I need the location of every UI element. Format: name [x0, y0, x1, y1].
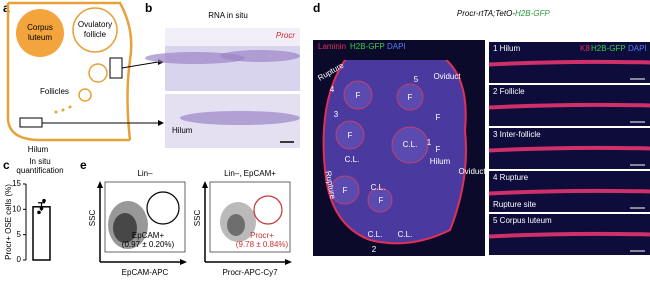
- inset-label: 5 Corpus luteum: [493, 216, 552, 225]
- text: Lin–, EpCAM+: [224, 169, 276, 178]
- overview-label: F: [348, 131, 353, 140]
- panel-a: a Corpus luteum Ovulatory follicle Folli…: [3, 1, 164, 154]
- panel-c: c In situ quantification Procr+ OSE cell…: [3, 157, 64, 264]
- panel-label: b: [145, 1, 152, 15]
- legend-item: DAPI: [628, 44, 647, 53]
- text: (9.78 ± 0.84%): [236, 240, 289, 249]
- inset-label: 2 Follicle: [493, 87, 525, 96]
- epithelium: [488, 231, 650, 239]
- inset-label: 4 Rupture: [493, 173, 529, 182]
- panel-label: d: [313, 1, 320, 15]
- axis-label: SSC: [88, 210, 97, 227]
- panel-label: a: [3, 1, 10, 15]
- overview-label: F: [379, 196, 384, 205]
- ovary-outline: [6, 3, 130, 142]
- text: Corpus: [27, 23, 53, 32]
- text: RNA in situ: [208, 11, 248, 20]
- follicle: [72, 7, 118, 53]
- text: (0.97 ± 0.20%): [122, 240, 175, 249]
- data-point: [39, 206, 44, 211]
- axis-label: SSC: [193, 210, 202, 227]
- legend-item: H2B-GFP: [350, 42, 385, 51]
- overview-label: F: [408, 93, 413, 102]
- y-tick-label: 5: [17, 230, 22, 239]
- ovary-outline: [8, 1, 133, 141]
- corpus-luteum: [16, 9, 64, 57]
- text: Procr+: [250, 231, 274, 240]
- overview-label: 4: [330, 85, 335, 94]
- legend-item: H2B-GFP: [591, 44, 626, 53]
- box: [109, 57, 123, 79]
- legend-item: Laminin: [318, 42, 346, 51]
- text: Lin–: [137, 169, 153, 178]
- box: [19, 117, 43, 128]
- text: follicle: [84, 30, 107, 39]
- follicle: [78, 88, 92, 102]
- overview-label: 1: [427, 138, 432, 147]
- overview-label: F: [343, 186, 348, 195]
- axis-label: EpCAM-APC: [122, 268, 169, 277]
- overview-label: F: [436, 113, 441, 122]
- panel-d: d Procr-rtTA;TetO- H2B-GFP Laminin H2B-G…: [313, 1, 650, 256]
- epithelium: [488, 188, 650, 196]
- y-tick-label: 10: [12, 204, 21, 213]
- legend-item: K8: [580, 44, 590, 53]
- text: Procr-rtTA;TetO-: [457, 9, 515, 18]
- legend-item: DAPI: [387, 42, 406, 51]
- text: Hilum: [28, 145, 49, 154]
- panel-b: b RNA in situ Procr Hilum: [145, 1, 300, 148]
- overview-label: Hilum: [430, 157, 451, 166]
- overview-label: C.L.: [368, 230, 383, 239]
- overview-label: C.L.: [345, 155, 360, 164]
- overview-label: C.L.: [371, 183, 386, 192]
- text: H2B-GFP: [515, 9, 550, 18]
- text: Follicles: [40, 87, 69, 96]
- y-tick-label: 0: [17, 255, 22, 264]
- epithelium: [488, 59, 650, 67]
- overview-label: C.L.: [398, 230, 413, 239]
- text: luteum: [28, 33, 52, 42]
- text: In situ: [29, 157, 50, 166]
- overview-label: C.L.: [403, 140, 418, 149]
- overview-label: Oviduct: [433, 72, 461, 81]
- data-point: [42, 198, 46, 203]
- overview-label: 2: [372, 245, 377, 254]
- text: Ovulatory: [78, 20, 112, 29]
- bar: [32, 206, 51, 261]
- overview-label: F: [436, 145, 441, 154]
- inset-label: 1 Hilum: [493, 44, 520, 53]
- text: Hilum: [172, 126, 193, 135]
- panel-label: e: [80, 158, 87, 172]
- epithelium: [488, 145, 650, 153]
- y-tick-label: 15: [12, 179, 21, 188]
- follicle: [88, 63, 108, 83]
- epithelium: [488, 102, 650, 110]
- overview-label: 5: [414, 75, 419, 84]
- text: EpCAM+: [132, 231, 165, 240]
- panel-e: e Lin– Lin–, EpCAM+ EpCAM+ (0.97 ± 0.20%…: [80, 158, 292, 277]
- overview-label: F: [356, 91, 361, 100]
- axis-label: Procr-APC-Cy7: [222, 268, 278, 277]
- text: Procr: [276, 31, 295, 40]
- data-point: [37, 210, 41, 215]
- panel-label: c: [3, 158, 10, 172]
- inset-label: 3 Inter-follicle: [493, 130, 541, 139]
- overview-label: 3: [334, 110, 339, 119]
- text: quantification: [16, 166, 63, 175]
- inset-label: Rupture site: [493, 200, 537, 209]
- overview-label: Oviduct: [458, 167, 486, 176]
- plot: [209, 181, 291, 253]
- axis-label: Procr+ OSE cells (%): [4, 184, 13, 260]
